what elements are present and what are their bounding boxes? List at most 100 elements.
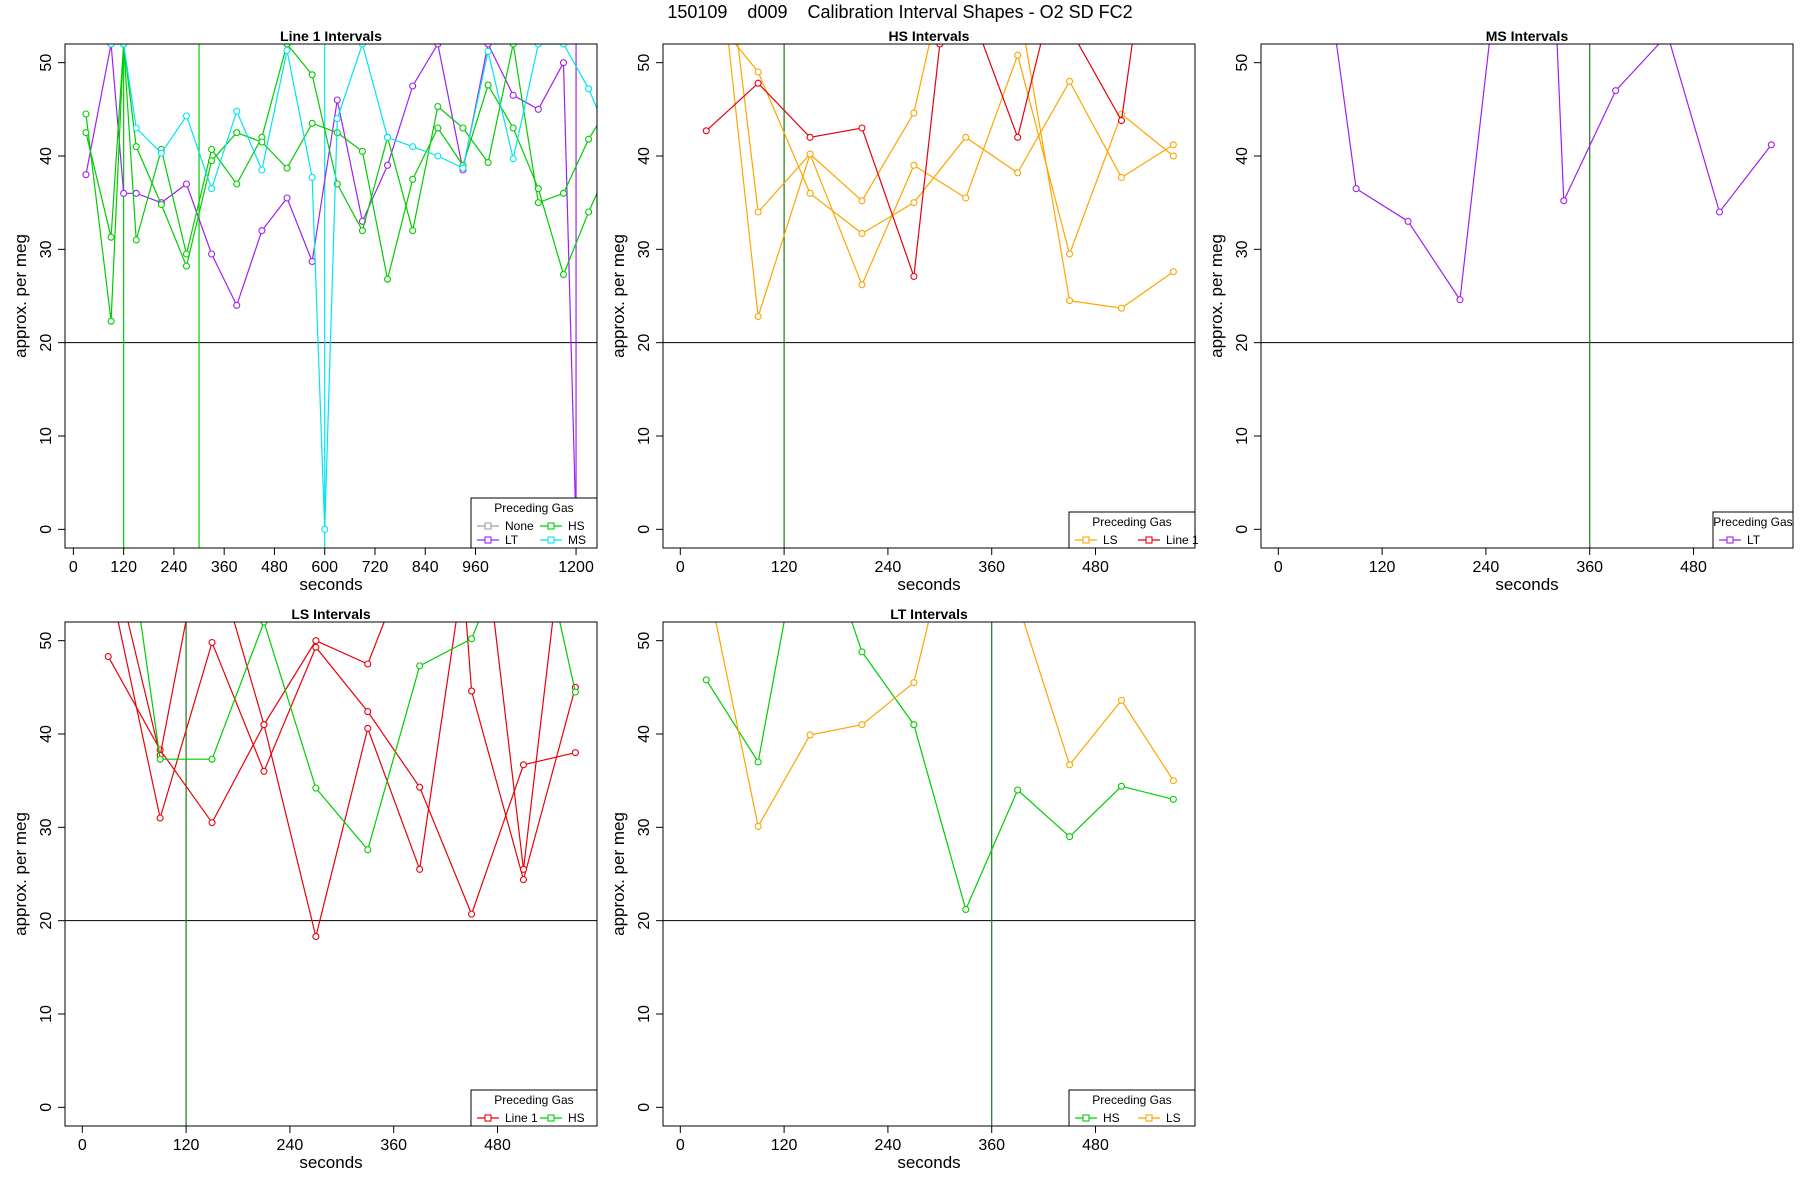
panel-title: Line 1 Intervals: [280, 28, 382, 44]
data-point: [1117, 782, 1126, 790]
data-point: [308, 257, 316, 266]
legend-entry-ls: LS: [1138, 1111, 1181, 1125]
series-line-lt: [1556, 44, 1772, 214]
data-point: [312, 784, 320, 792]
data-point: [754, 758, 762, 766]
data-point: [1612, 87, 1620, 95]
data-point: [1404, 217, 1412, 225]
y-tick-label: 50: [636, 632, 653, 650]
data-point: [384, 275, 392, 283]
series-line-hs: [85, 44, 597, 280]
data-point: [962, 905, 970, 914]
legend-marker: [1082, 1114, 1090, 1122]
data-point: [409, 227, 417, 235]
x-tick-label: 0: [78, 1137, 87, 1154]
panel-title: LT Intervals: [890, 606, 968, 622]
data-point: [157, 200, 165, 209]
y-tick-label: 10: [38, 1005, 55, 1023]
y-tick-label: 10: [636, 1005, 653, 1023]
legend-marker: [484, 1114, 492, 1122]
data-point: [312, 643, 320, 651]
legend-label: HS: [1103, 1111, 1120, 1125]
legend-title: Preceding Gas: [1092, 515, 1171, 529]
data-point: [1014, 786, 1022, 794]
x-tick-label: 0: [69, 559, 78, 576]
data-point: [208, 755, 216, 763]
data-point: [534, 185, 542, 193]
legend-title: Preceding Gas: [494, 501, 573, 515]
data-point: [571, 688, 579, 696]
data-point: [1117, 116, 1126, 125]
data-point: [519, 876, 528, 884]
x-axis-label: seconds: [299, 1153, 362, 1172]
data-point: [509, 44, 517, 48]
data-point: [82, 171, 90, 179]
x-tick-label: 480: [1082, 559, 1109, 576]
data-point: [1767, 141, 1775, 149]
data-point: [858, 197, 866, 205]
x-tick-label: 240: [875, 559, 902, 576]
legend-marker: [484, 522, 492, 530]
series-line-line-1: [117, 622, 576, 916]
x-tick-label: 240: [161, 559, 188, 576]
data-point: [519, 761, 528, 769]
legend-title: Preceding Gas: [1092, 1093, 1171, 1107]
data-point: [132, 124, 140, 132]
x-tick-label: 360: [211, 559, 238, 576]
legend-entry-hs: HS: [540, 519, 585, 533]
legend-label: LT: [505, 533, 519, 547]
x-tick-label: 120: [110, 559, 137, 576]
legend-box: [1068, 1089, 1196, 1127]
y-tick-label: 20: [1234, 334, 1251, 352]
data-point: [702, 676, 710, 684]
x-tick-label: 120: [173, 1137, 200, 1154]
legend-box: [1712, 511, 1794, 549]
data-point: [434, 152, 442, 160]
legend: Preceding Gas LT: [1712, 511, 1794, 549]
data-point: [208, 250, 216, 258]
x-axis-label: seconds: [1495, 575, 1558, 594]
data-point: [484, 47, 492, 56]
y-tick-label: 50: [38, 632, 55, 650]
plot-frame: [1260, 43, 1794, 549]
y-tick-label: 10: [38, 427, 55, 445]
series-line-ls: [737, 44, 930, 214]
legend-marker: [1726, 536, 1734, 544]
data-point: [559, 189, 568, 197]
y-tick-label: 30: [636, 818, 653, 836]
data-point: [754, 68, 762, 76]
data-point: [156, 814, 164, 822]
data-point: [806, 189, 814, 197]
data-point: [1169, 777, 1177, 785]
data-point: [468, 687, 476, 695]
data-point: [1169, 268, 1177, 276]
y-tick-label: 40: [636, 147, 653, 165]
data-point: [308, 119, 316, 127]
data-point: [585, 85, 593, 93]
x-tick-label: 240: [1473, 559, 1500, 576]
legend-marker: [547, 1114, 555, 1122]
data-point: [1117, 304, 1126, 312]
data-point: [260, 721, 268, 729]
data-point: [409, 82, 417, 90]
y-axis-label: approx. per meg: [609, 812, 628, 936]
y-tick-label: 10: [636, 427, 653, 445]
data-point: [534, 105, 542, 113]
data-point: [283, 46, 291, 55]
y-tick-label: 20: [38, 334, 55, 352]
legend-marker: [1082, 536, 1090, 544]
data-point: [312, 637, 320, 645]
data-point: [509, 91, 517, 99]
data-point: [509, 124, 517, 132]
data-point: [258, 138, 266, 146]
series-line-ls: [1023, 622, 1174, 781]
chart-hs-intervals: HS Intervals 0 120 240 360 480 0 10 20 30 40 50 seco…: [609, 28, 1199, 594]
data-point: [1014, 169, 1022, 177]
data-point: [233, 107, 241, 115]
y-tick-label: 40: [636, 725, 653, 743]
data-point: [434, 124, 442, 132]
series-line-lt: [1335, 44, 1490, 302]
legend-label: HS: [568, 1111, 585, 1125]
data-point: [468, 910, 476, 918]
data-point: [1352, 185, 1360, 193]
